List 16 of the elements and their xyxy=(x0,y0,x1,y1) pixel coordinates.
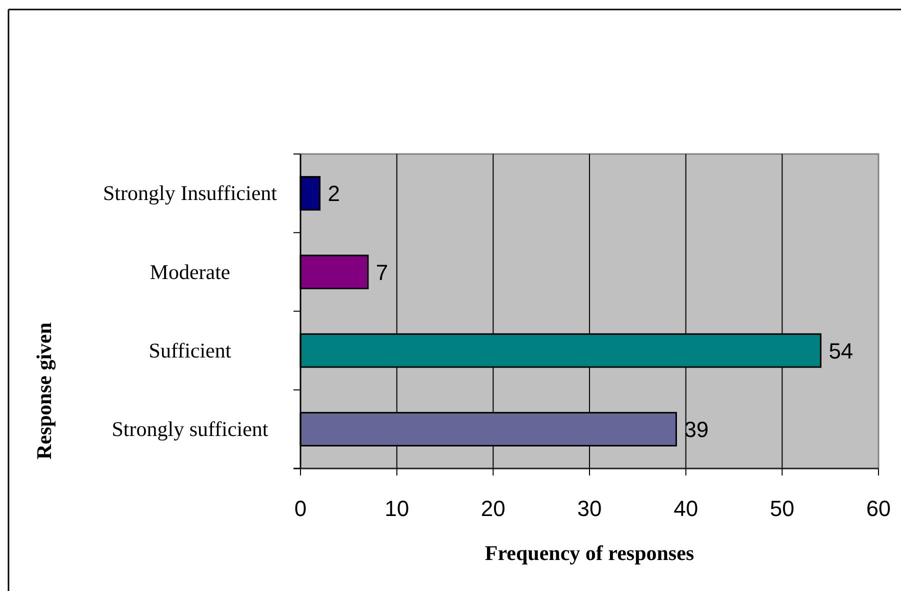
x-tick-label: 30 xyxy=(577,496,602,521)
data-label: 54 xyxy=(828,338,854,364)
x-tick-label: 0 xyxy=(294,496,307,521)
data-label: 2 xyxy=(328,181,340,206)
data-label: 7 xyxy=(376,260,388,285)
x-tick-label: 60 xyxy=(866,496,891,521)
x-axis-title: Frequency of responses xyxy=(484,541,694,565)
y-tick-label: Strongly sufficient xyxy=(112,417,268,442)
y-tick-label: Strongly Insufficient xyxy=(102,181,278,206)
x-tick-label: 20 xyxy=(480,496,506,521)
y-tick-label: Sufficient xyxy=(148,338,232,362)
y-tick-label: Moderate xyxy=(150,260,230,284)
y-axis-title: Response given xyxy=(32,322,56,460)
x-tick-label: 40 xyxy=(674,496,698,521)
x-tick-label: 10 xyxy=(384,496,410,521)
x-tick-label: 50 xyxy=(770,496,794,521)
